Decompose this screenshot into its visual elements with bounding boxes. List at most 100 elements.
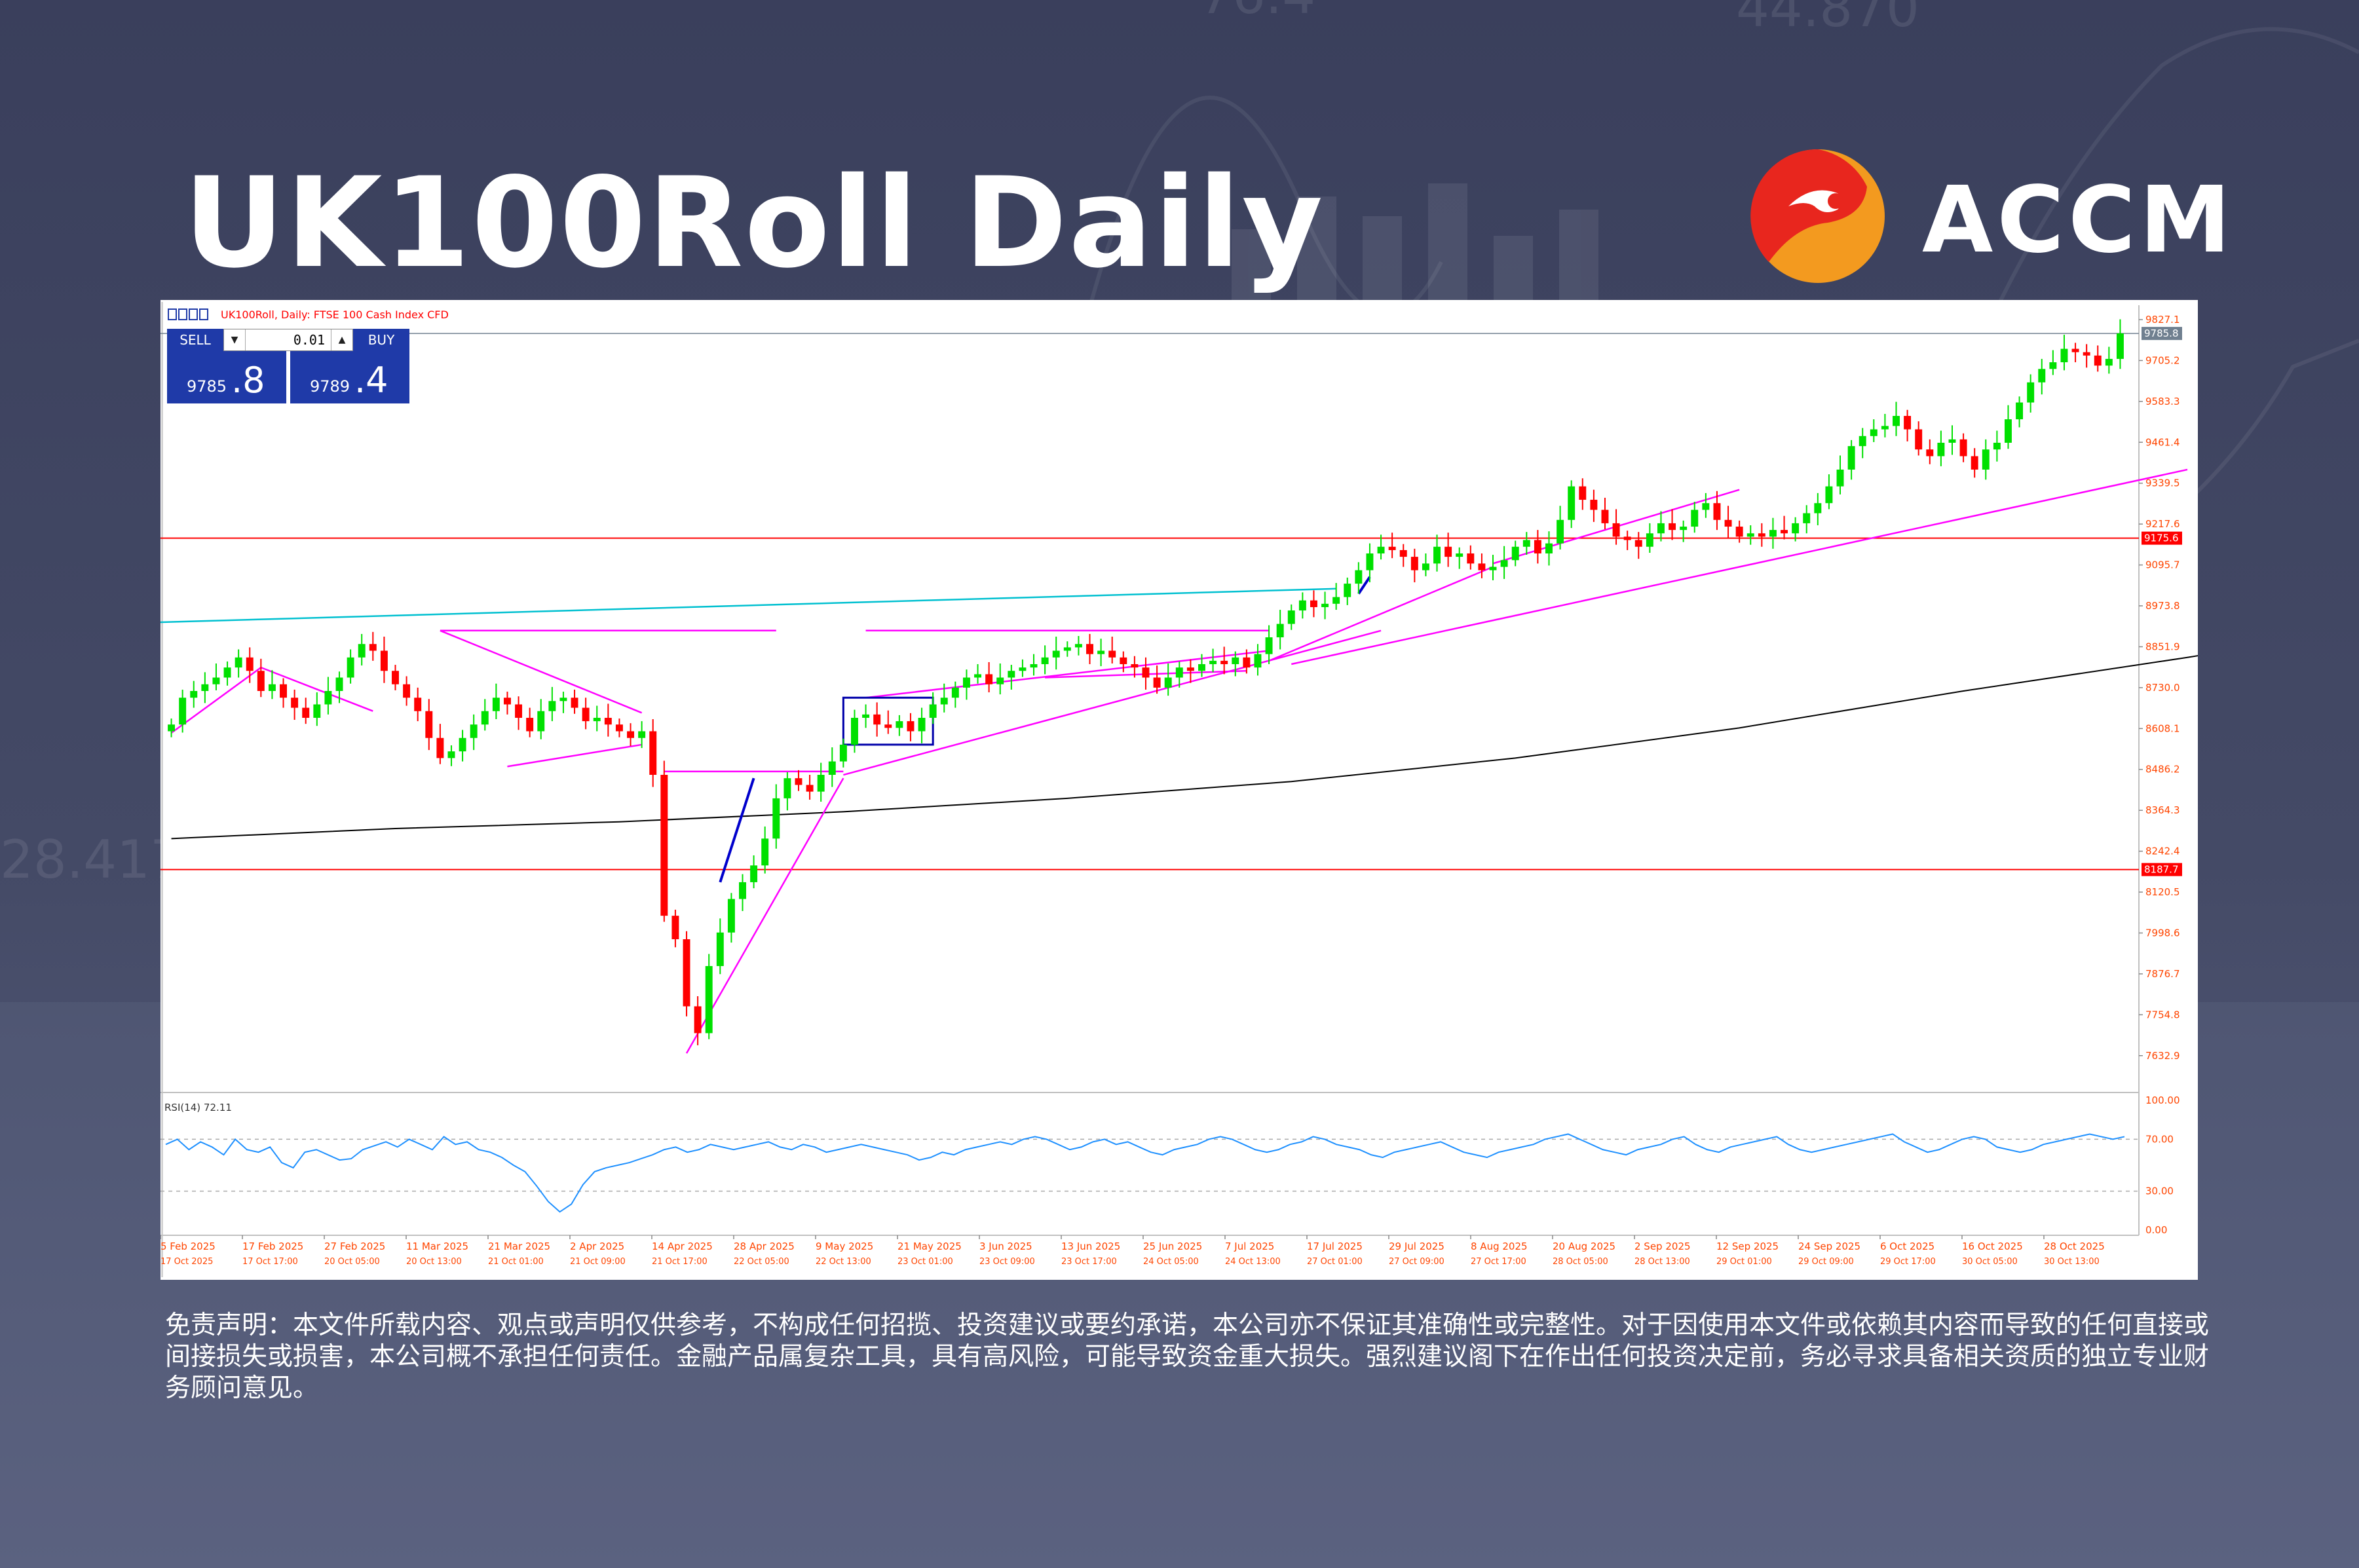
lot-decrease-icon[interactable]: ▼ — [224, 329, 246, 350]
bull-candle — [1769, 530, 1777, 537]
bull-candle — [168, 724, 176, 732]
bear-candle — [503, 698, 511, 705]
x-tick-label: 3 Jun 2025 — [979, 1241, 1032, 1252]
rsi-tick-label: 30.00 — [2145, 1185, 2174, 1197]
bull-candle — [1557, 519, 1564, 544]
bull-candle — [1937, 442, 1945, 457]
bear-candle — [1086, 644, 1093, 654]
bull-candle — [223, 667, 231, 678]
bull-candle — [1298, 600, 1306, 611]
x-tick-sublabel: 23 Oct 17:00 — [1061, 1257, 1117, 1267]
x-tick-label: 6 Oct 2025 — [1880, 1241, 1934, 1252]
bull-candle — [1097, 650, 1105, 654]
bull-candle — [1019, 667, 1027, 671]
disclaimer-text: 免责声明：本文件所载内容、观点或声明仅供参考，不构成任何招揽、投资建议或要约承诺… — [165, 1311, 2210, 1403]
bull-candle — [179, 698, 187, 725]
bear-candle — [1131, 664, 1139, 668]
bear-candle — [1399, 550, 1407, 557]
bear-candle — [257, 671, 265, 691]
x-tick-sublabel: 22 Oct 13:00 — [816, 1257, 871, 1267]
bull-candle — [1332, 597, 1340, 604]
bull-candle — [761, 838, 769, 866]
y-tick-label: 8851.9 — [2145, 641, 2180, 652]
bull-candle — [548, 701, 556, 711]
rsi-label: RSI(14) 72.11 — [164, 1102, 232, 1113]
buy-price[interactable]: 9789 .4 — [290, 351, 409, 403]
bear-candle — [1153, 677, 1161, 688]
x-tick-label: 25 Jun 2025 — [1143, 1241, 1202, 1252]
bull-candle — [974, 674, 982, 678]
bear-candle — [291, 698, 299, 708]
chart-window[interactable]: 9827.1 9705.2 9583.3 9461.4 9339.5 9217.6 9095… — [160, 300, 2198, 1280]
bull-candle — [1702, 503, 1710, 510]
y-tick-label: 9705.2 — [2145, 354, 2180, 366]
bull-candle — [1209, 660, 1217, 665]
bull-candle — [750, 865, 758, 882]
brand-logo: ACCM — [1749, 147, 2231, 285]
bull-candle — [1657, 523, 1665, 534]
bull-candle — [1030, 664, 1038, 668]
price-label-resistance: 9175.6 — [2144, 532, 2179, 544]
rsi-tick-label: 70.00 — [2145, 1133, 2174, 1145]
bear-candle — [1410, 557, 1418, 570]
bull-candle — [638, 731, 646, 738]
bear-candle — [1713, 503, 1721, 520]
y-tick-label: 8120.5 — [2145, 886, 2180, 898]
bear-candle — [403, 684, 411, 698]
price-label-support: 8187.7 — [2144, 864, 2179, 876]
lot-increase-icon[interactable]: ▲ — [331, 329, 352, 350]
bear-candle — [671, 916, 679, 939]
bull-candle — [1377, 546, 1385, 554]
sell-price-main: 9785 — [187, 377, 227, 396]
bull-candle — [2060, 348, 2068, 363]
bull-candle — [2005, 419, 2012, 443]
bear-candle — [795, 778, 802, 785]
buy-button[interactable]: BUY — [353, 329, 409, 351]
bear-candle — [1108, 650, 1116, 658]
y-tick-label: 8730.0 — [2145, 682, 2180, 694]
impulse-marker — [1357, 576, 1371, 595]
sell-button[interactable]: SELL — [167, 329, 223, 351]
bull-candle — [772, 798, 780, 839]
bull-candle — [996, 677, 1004, 684]
bull-candle — [2016, 402, 2024, 420]
bear-candle — [1904, 416, 1912, 430]
bear-candle — [1142, 667, 1150, 678]
x-tick-label: 27 Feb 2025 — [324, 1241, 385, 1252]
bull-candle — [862, 714, 870, 718]
bull-candle — [313, 704, 321, 718]
bear-candle — [1781, 530, 1788, 534]
price-label-current: 9785.8 — [2144, 327, 2179, 339]
y-tick-label: 9461.4 — [2145, 436, 2180, 448]
bear-candle — [1534, 540, 1541, 554]
x-tick-sublabel: 27 Oct 01:00 — [1307, 1257, 1363, 1267]
bull-candle — [705, 965, 713, 1034]
lot-size-stepper[interactable]: ▼ 0.01 ▲ — [223, 329, 353, 351]
bull-candle — [335, 677, 343, 691]
one-click-trading-panel: SELL ▼ 0.01 ▲ BUY 9785 .8 9789 .4 — [167, 329, 409, 403]
bull-candle — [1646, 533, 1653, 547]
bear-candle — [302, 707, 310, 718]
x-tick-sublabel: 30 Oct 05:00 — [1962, 1257, 2018, 1267]
bull-candle — [828, 761, 836, 775]
bear-candle — [1735, 527, 1743, 537]
y-tick-label: 7632.9 — [2145, 1050, 2180, 1062]
x-tick-sublabel: 17 Oct 17:00 — [242, 1257, 298, 1267]
bear-candle — [1758, 533, 1765, 537]
bull-candle — [1545, 543, 1553, 554]
x-tick-sublabel: 21 Oct 09:00 — [570, 1257, 626, 1267]
bull-candle — [1825, 486, 1833, 504]
bull-candle — [1321, 603, 1329, 607]
bull-candle — [1792, 523, 1800, 534]
bull-candle — [1948, 439, 1956, 443]
bear-candle — [806, 785, 814, 792]
bull-candle — [268, 684, 276, 691]
lot-size-input[interactable]: 0.01 — [293, 332, 325, 348]
bull-candle — [1568, 486, 1576, 520]
x-tick-sublabel: 23 Oct 09:00 — [979, 1257, 1035, 1267]
y-tick-label: 7754.8 — [2145, 1009, 2180, 1020]
buy-price-pips: .4 — [354, 360, 388, 401]
sell-price[interactable]: 9785 .8 — [167, 351, 286, 403]
bear-candle — [1220, 660, 1228, 665]
bear-candle — [1724, 519, 1732, 527]
